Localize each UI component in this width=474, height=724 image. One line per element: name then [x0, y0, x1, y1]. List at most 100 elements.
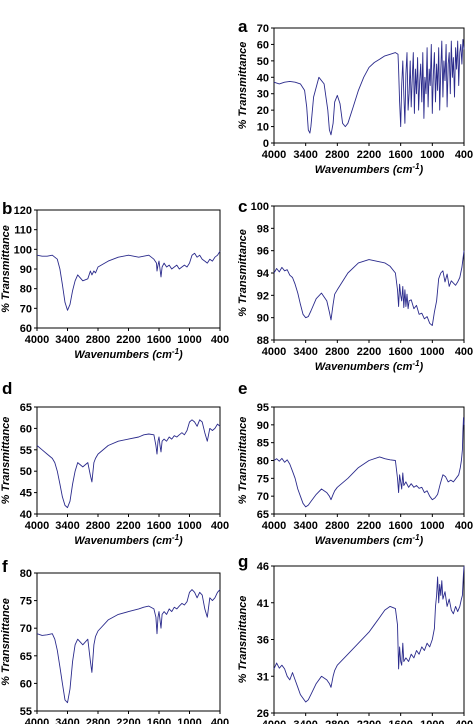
x-tick-label: 4000 — [262, 719, 286, 724]
x-tick-label: 2800 — [86, 334, 110, 346]
x-tick-label: 3400 — [293, 719, 317, 724]
y-tick-label: 36 — [257, 635, 269, 647]
x-tick-label: 1600 — [147, 520, 171, 532]
y-tick-label: 20 — [257, 105, 269, 117]
y-tick-label: 90 — [20, 264, 32, 276]
x-tick-label: 1600 — [147, 334, 171, 346]
y-tick-label: 26 — [257, 708, 269, 720]
x-tick-label: 1000 — [177, 717, 201, 724]
y-tick-label: 88 — [257, 335, 269, 347]
y-tick-label: 98 — [257, 223, 269, 235]
chart-panel-g: g2631364146400034002800220016001000400Wa… — [237, 552, 473, 724]
y-tick-label: 92 — [257, 290, 269, 302]
x-axis-title: Wavenumbers (cm-1) — [74, 347, 183, 361]
y-tick-label: 46 — [257, 561, 269, 573]
x-tick-label: 400 — [455, 719, 473, 724]
x-tick-label: 2800 — [325, 346, 349, 358]
x-tick-label: 2200 — [116, 717, 140, 724]
y-tick-label: 60 — [257, 39, 269, 51]
x-tick-label: 1000 — [420, 719, 444, 724]
y-tick-label: 70 — [257, 23, 269, 35]
y-axis-title: % Transmittance — [237, 229, 249, 317]
y-axis-title: % Transmittance — [0, 417, 12, 505]
y-tick-label: 90 — [257, 313, 269, 325]
spectrum-line-b — [36, 251, 221, 311]
x-tick-label: 2200 — [357, 520, 381, 532]
plot-frame — [36, 406, 221, 515]
y-tick-label: 90 — [257, 420, 269, 432]
y-tick-label: 70 — [20, 303, 32, 315]
x-tick-label: 400 — [455, 520, 473, 532]
x-tick-label: 1000 — [177, 520, 201, 532]
y-axis-title: % Transmittance — [0, 598, 12, 686]
x-tick-label: 4000 — [262, 520, 286, 532]
plot-frame — [36, 209, 221, 329]
panel-letter-c: c — [238, 197, 247, 216]
y-tick-label: 55 — [20, 445, 32, 457]
y-tick-label: 100 — [251, 201, 269, 213]
x-tick-label: 400 — [211, 717, 229, 724]
y-tick-label: 80 — [20, 568, 32, 580]
y-tick-label: 50 — [20, 466, 32, 478]
y-tick-label: 0 — [263, 138, 269, 150]
x-tick-label: 2200 — [357, 149, 381, 161]
spectrum-line-e — [273, 417, 465, 508]
y-tick-label: 60 — [20, 323, 32, 335]
panel-letter-b: b — [2, 199, 12, 218]
y-axis-title: % Transmittance — [0, 225, 12, 313]
plot-frame — [273, 205, 465, 341]
y-tick-label: 95 — [257, 402, 269, 414]
x-tick-label: 3400 — [293, 149, 317, 161]
y-tick-label: 60 — [20, 423, 32, 435]
plot-frame — [273, 565, 465, 714]
x-tick-label: 1000 — [420, 346, 444, 358]
x-tick-label: 2200 — [116, 520, 140, 532]
y-tick-label: 65 — [20, 651, 32, 663]
x-tick-label: 1600 — [147, 717, 171, 724]
y-tick-label: 55 — [20, 706, 32, 718]
y-tick-label: 50 — [257, 56, 269, 68]
x-tick-label: 400 — [211, 334, 229, 346]
y-tick-label: 70 — [20, 623, 32, 635]
y-axis-title: % Transmittance — [237, 417, 249, 505]
y-tick-label: 94 — [257, 268, 270, 280]
x-tick-label: 1000 — [420, 520, 444, 532]
y-axis-title: % Transmittance — [237, 42, 249, 130]
chart-panel-b: b 60 70 80 90 100 110 120 4000 3400 2800 2200 1600 10… — [0, 199, 229, 361]
x-tick-label: 1000 — [420, 149, 444, 161]
x-tick-label: 2800 — [325, 719, 349, 724]
spectrum-line-f — [36, 589, 221, 704]
x-axis-title: Wavenumbers (cm-1) — [315, 359, 424, 373]
y-axis-title: % Transmittance — [237, 596, 249, 684]
chart-panel-f: f 55 60 65 70 75 80 4000 3400 2800 2200 1600 1000 400… — [0, 557, 229, 724]
panel-letter-a: a — [238, 17, 248, 36]
y-tick-label: 10 — [257, 122, 269, 134]
plot-frame — [36, 572, 221, 712]
y-tick-label: 80 — [257, 456, 269, 468]
x-tick-label: 2200 — [116, 334, 140, 346]
x-tick-label: 3400 — [293, 520, 317, 532]
panel-letter-e: e — [238, 379, 247, 398]
chart-panel-a: a 0 10 20 30 40 50 60 70 4000 3400 2800 2200 1600 1000… — [237, 17, 473, 176]
y-tick-label: 45 — [20, 488, 32, 500]
y-tick-label: 31 — [257, 671, 269, 683]
y-tick-label: 60 — [20, 678, 32, 690]
y-tick-label: 100 — [14, 244, 32, 256]
x-tick-label: 1600 — [388, 719, 412, 724]
panel-letter-d: d — [2, 379, 12, 398]
y-tick-label: 85 — [257, 438, 269, 450]
x-tick-label: 2200 — [357, 719, 381, 724]
x-tick-label: 400 — [455, 149, 473, 161]
y-tick-label: 65 — [257, 509, 269, 521]
x-tick-label: 2800 — [86, 717, 110, 724]
y-tick-label: 96 — [257, 246, 269, 258]
x-tick-label: 1000 — [177, 334, 201, 346]
x-tick-label: 4000 — [262, 149, 286, 161]
x-axis-title: Wavenumbers (cm-1) — [74, 533, 183, 547]
chart-panel-e: e 65 70 75 80 85 90 95 4000 3400 2800 2200 1600 1000 4… — [237, 379, 473, 547]
x-tick-label: 3400 — [55, 717, 79, 724]
x-tick-label: 4000 — [25, 520, 49, 532]
y-tick-label: 70 — [257, 491, 269, 503]
x-tick-label: 1600 — [388, 346, 412, 358]
